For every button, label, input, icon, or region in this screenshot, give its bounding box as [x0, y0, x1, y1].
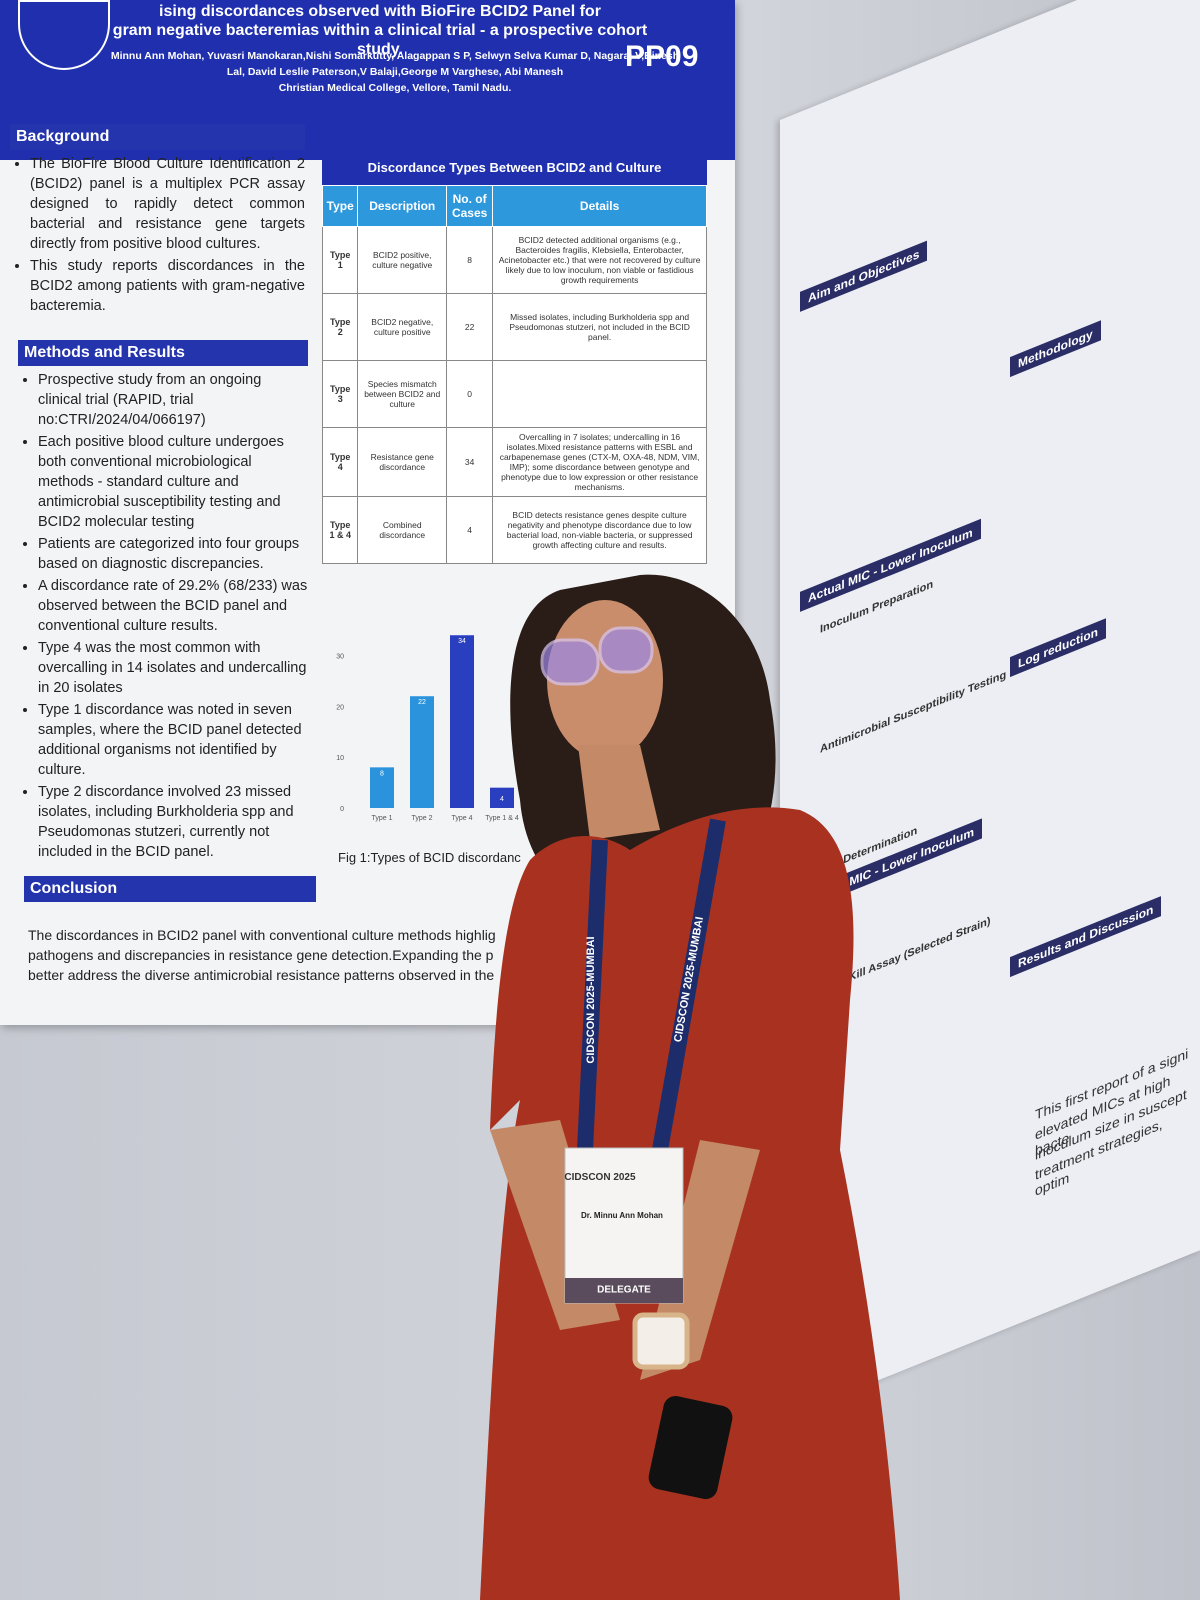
- badge-band: [565, 1278, 683, 1303]
- poster-authors: Minnu Ann Mohan, Yuvasri Manokaran,Nishi…: [110, 48, 680, 96]
- background-section: Background The BioFire Blood Culture Ide…: [10, 124, 305, 318]
- table-row: Type 1 BCID2 positive, culture negative 8 B…: [321, 226, 707, 294]
- bullet: Prospective study from an ongoing clinic…: [38, 370, 308, 430]
- discordance-table: Discordance Types Between BCID2 and Cult…: [321, 150, 707, 564]
- table-header-cell: No. of Cases: [446, 185, 494, 227]
- bullet: This study reports discordances in the B…: [30, 256, 305, 316]
- x-tick-label: Type 1 & 4: [485, 815, 519, 822]
- bar: [450, 635, 474, 808]
- table-cell: BCID2 detected additional organisms (e.g…: [492, 226, 707, 294]
- neck: [578, 745, 660, 840]
- table-cell: Species mismatch between BCID2 and cultu…: [357, 360, 448, 428]
- glasses: [598, 626, 654, 674]
- poster: ising discordances observed with BioFire…: [0, 0, 735, 1025]
- bar: [490, 787, 514, 808]
- conclusion-text: The discordances in BCID2 panel with con…: [28, 925, 518, 985]
- title-line: gram negative bacteremias within a clini…: [112, 22, 648, 39]
- value-label: 34: [458, 638, 466, 645]
- badge: [564, 1147, 684, 1304]
- conclusion-line: better address the diverse antimicrobial…: [28, 967, 495, 983]
- table-cell: 34: [446, 427, 494, 497]
- table-cell: 4: [446, 496, 494, 564]
- section-heading: Background: [10, 124, 305, 150]
- bullet-list: The BioFire Blood Culture Identification…: [10, 154, 305, 316]
- methods-section: Methods and Results Prospective study fr…: [18, 340, 308, 864]
- watch: [632, 1312, 690, 1370]
- poster-header: ising discordances observed with BioFire…: [0, 0, 735, 160]
- badge-role: DELEGATE: [597, 1285, 651, 1296]
- x-tick-label: Type 2: [411, 815, 432, 822]
- table-row: Type 4 Resistance gene discordance 34 Overc…: [321, 427, 707, 497]
- bullet: Type 4 was the most common with overcall…: [38, 638, 308, 698]
- table-cell: [492, 360, 707, 428]
- section-heading: Methods and Results: [18, 340, 308, 366]
- x-tick-label: Type 4: [451, 815, 472, 822]
- y-tick-label: 10: [336, 755, 344, 762]
- value-label: 22: [418, 699, 426, 706]
- title-line: ising discordances observed with BioFire…: [159, 3, 601, 20]
- table-row: Type 1 & 4 Combined discordance 4 BCID dete…: [321, 496, 707, 564]
- conclusion-line: The discordances in BCID2 panel with con…: [28, 927, 496, 943]
- table-cell: 8: [446, 226, 494, 294]
- bullet: Type 1 discordance was noted in seven sa…: [38, 700, 308, 780]
- bar: [370, 767, 394, 808]
- table-cell: Type 4: [321, 427, 359, 497]
- author-line: Lal, David Leslie Paterson,V Balaji,Geor…: [226, 66, 564, 78]
- author-line: Christian Medical College, Vellore, Tami…: [278, 82, 512, 94]
- y-tick-label: 20: [336, 704, 344, 711]
- table: Type Description No. of Cases Details Type 1…: [321, 185, 707, 564]
- table-row: Type 3 Species mismatch between BCID2 and…: [321, 360, 707, 428]
- author-line: Minnu Ann Mohan, Yuvasri Manokaran,Nishi…: [110, 50, 680, 62]
- table-cell: Type 1 & 4: [321, 496, 359, 564]
- bullet: Type 2 discordance involved 23 missed is…: [38, 782, 308, 862]
- bar: [410, 696, 434, 808]
- conclusion-line: pathogens and discrepancies in resistanc…: [28, 947, 494, 963]
- table-row: Type 2 BCID2 negative, culture positive 22…: [321, 293, 707, 361]
- conclusion-section: Conclusion: [24, 876, 316, 902]
- table-cell: BCID detects resistance genes despite cu…: [492, 496, 707, 564]
- badge-event: CIDSCON 2025: [564, 1172, 636, 1183]
- bullet: Each positive blood culture undergoes bo…: [38, 432, 308, 532]
- table-cell: Type 3: [321, 360, 359, 428]
- bullet: The BioFire Blood Culture Identification…: [30, 154, 305, 254]
- table-header-cell: Type: [321, 185, 359, 227]
- bar-chart: 0 10 20 30 Type 1 8 Type 2 22 Type 4 34 Type 1 & 4…: [336, 635, 519, 822]
- y-tick-label: 0: [340, 806, 344, 813]
- poster-code: PP09: [625, 40, 699, 73]
- badge-name: Dr. Minnu Ann Mohan: [581, 1211, 663, 1220]
- table-cell: Type 2: [321, 293, 359, 361]
- poster-title: ising discordances observed with BioFire…: [100, 2, 660, 59]
- phone: [648, 1396, 733, 1500]
- table-cell: Resistance gene discordance: [357, 427, 448, 497]
- lanyard-text: CIDSCON 2025-MUMBAI: [585, 936, 597, 1063]
- lanyard: [577, 839, 608, 1151]
- bullet: Patients are categorized into four group…: [38, 534, 308, 574]
- title-line: study.: [357, 41, 403, 58]
- glasses: [540, 638, 600, 686]
- value-label: 8: [380, 770, 384, 777]
- bullet: A discordance rate of 29.2% (68/233) was…: [38, 576, 308, 636]
- figure-caption: Fig 1:Types of BCID discordanc: [338, 850, 521, 865]
- table-title: Discordance Types Between BCID2 and Cult…: [322, 150, 707, 185]
- value-label: 4: [500, 796, 504, 803]
- y-tick-label: 30: [336, 654, 344, 661]
- x-tick-label: Type 1: [371, 815, 392, 822]
- table-cell: Missed isolates, including Burkholderia …: [492, 293, 707, 361]
- table-cell: 22: [446, 293, 494, 361]
- section-heading: Conclusion: [24, 876, 316, 902]
- bullet-list: Prospective study from an ongoing clinic…: [18, 370, 308, 862]
- table-cell: Overcalling in 7 isolates; undercalling …: [492, 427, 707, 497]
- lanyard: [652, 818, 726, 1152]
